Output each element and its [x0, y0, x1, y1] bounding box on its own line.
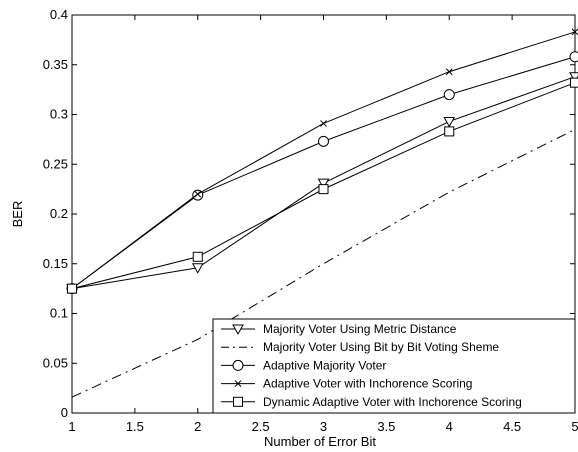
y-tick-label: 0.1: [50, 306, 68, 321]
data-point: [67, 283, 77, 294]
plot-area: 1 1.5 2 2.5 3 3.5 4 4.5 5 0 0.05 0.1 0.15 0.2 0.25 0.3 0…: [43, 7, 578, 434]
data-point: [444, 126, 455, 137]
series-0: [66, 72, 578, 295]
legend-label: Dynamic Adaptive Voter with Inchorence S…: [263, 395, 522, 409]
y-tick-label: 0.2: [50, 206, 68, 221]
y-tick-label: 0: [61, 405, 68, 420]
y-tick-label: 0.15: [43, 256, 68, 271]
legend-label: Majority Voter Using Bit by Bit Voting S…: [263, 340, 499, 354]
legend-item: Majority Voter Using Metric Distance: [221, 322, 457, 336]
x-tick-label: 4.5: [503, 419, 521, 434]
series-4: [67, 77, 578, 294]
data-point: [318, 135, 329, 147]
data-point: [570, 77, 578, 88]
series-1: [71, 128, 576, 398]
data-point: [194, 190, 202, 198]
y-tick-label: 0.05: [43, 355, 68, 370]
legend-marker: [232, 324, 244, 336]
y-tick-label: 0.3: [50, 107, 68, 122]
legend-item: Adaptive Voter with Inchorence Scoring: [221, 377, 472, 391]
y-tick-label: 0.25: [43, 156, 68, 171]
data-point: [320, 120, 327, 127]
x-tick-label: 4: [446, 419, 453, 434]
x-tick-label: 2: [194, 419, 201, 434]
data-point: [443, 89, 455, 101]
data-point: [192, 251, 203, 262]
legend-label: Adaptive Majority Voter: [263, 358, 386, 372]
x-tick-label: 1: [68, 419, 75, 434]
x-axis-label: Number of Error Bit: [264, 434, 376, 449]
data-point: [445, 68, 453, 76]
y-tick-label: 0.4: [50, 7, 68, 22]
legend-item: Adaptive Majority Voter: [221, 358, 386, 372]
data-point: [571, 28, 578, 36]
data-point: [443, 116, 456, 128]
y-tick-label: 0.35: [43, 57, 68, 72]
x-tick-label: 3: [320, 419, 327, 434]
data-point: [318, 184, 329, 195]
series-3: [68, 28, 578, 292]
legend-item: Dynamic Adaptive Voter with Inchorence S…: [221, 395, 522, 409]
legend-label: Adaptive Voter with Inchorence Scoring: [263, 377, 472, 391]
data-point: [191, 263, 204, 274]
legend-marker: [232, 359, 244, 371]
legend-item: Majority Voter Using Bit by Bit Voting S…: [221, 340, 499, 354]
x-tick-label: 5: [571, 419, 578, 434]
series-2: [66, 51, 578, 295]
legend-marker: [233, 396, 243, 407]
x-tick-label: 3.5: [377, 419, 395, 434]
legend-box: [212, 318, 576, 414]
series-line: [71, 31, 576, 290]
series-line: [71, 128, 576, 398]
x-tick-label: 1.5: [126, 419, 144, 434]
data-point: [317, 178, 330, 190]
legend-label: Majority Voter Using Metric Distance: [263, 322, 457, 336]
series-line: [71, 56, 576, 290]
x-tick-label: 2.5: [252, 419, 270, 434]
y-axis-label: BER: [10, 201, 25, 228]
legend-marker: [234, 380, 242, 387]
data-point: [569, 51, 578, 63]
legend: Majority Voter Using Metric Distance Majo…: [212, 318, 576, 414]
